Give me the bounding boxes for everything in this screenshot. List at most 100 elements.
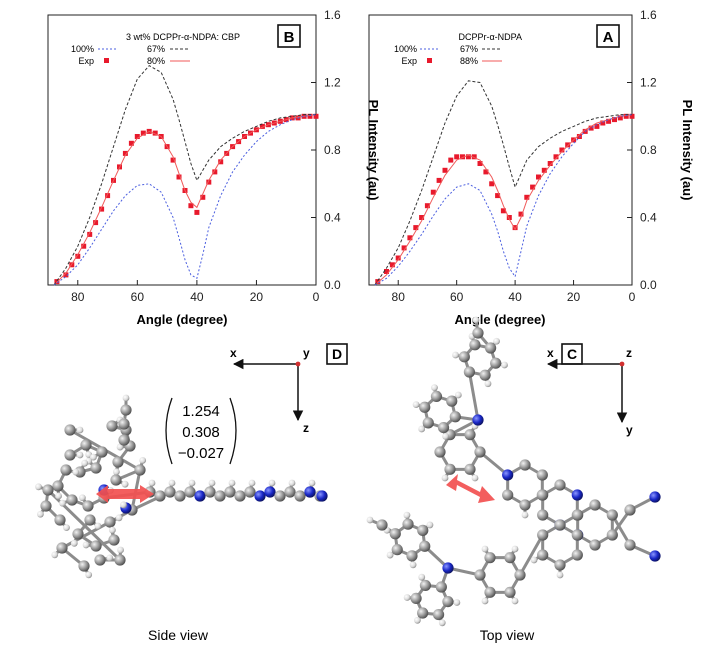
- panel-a-exp-point: [401, 245, 407, 251]
- panel-d-hydrogen-atom: [76, 426, 84, 434]
- panel-b-exp-point: [105, 193, 111, 199]
- panel-d-hydrogen-atom: [288, 479, 296, 487]
- panel-d-vector-z: −0.027: [178, 445, 224, 462]
- panel-d-hydrogen-atom: [139, 456, 147, 464]
- panel-b-xtick-label: 20: [250, 290, 264, 304]
- panel-c-carbon-atom: [444, 463, 456, 475]
- panel-a-exp-point: [553, 154, 559, 160]
- panel-d-carbon-atom: [224, 486, 236, 498]
- panel-d-carbon-atom: [284, 486, 296, 498]
- panel-d-vector-paren-right: [229, 397, 237, 465]
- panel-b-exp-point: [212, 169, 218, 175]
- panel-c-carbon-atom: [474, 446, 486, 458]
- panel-d-hydrogen-atom: [78, 494, 86, 502]
- panel-c-hydrogen-atom: [530, 556, 538, 564]
- panel-c-bond: [518, 533, 545, 577]
- panel-c-carbon-atom: [442, 595, 454, 608]
- panel-d-hydrogen-atom: [55, 492, 62, 500]
- panel-c-carbon-atom: [484, 586, 496, 598]
- panel-b-exp-point: [206, 179, 212, 185]
- panel-c-carbon-atom: [571, 529, 583, 541]
- panel-c-nitrogen-atom: [649, 550, 661, 562]
- panel-d-carbon-atom: [174, 490, 186, 502]
- panel-b-xlabel: Angle (degree): [136, 312, 227, 327]
- panel-a-exp-point: [623, 113, 629, 119]
- panel-a-exp-point: [559, 147, 565, 153]
- panel-b-exp-point: [194, 209, 200, 215]
- panel-d-carbon-atom: [164, 486, 176, 498]
- panel-a-chart: 0.0 0.4 0.8 1.2 1.6 80 60 40 20 0 A DCPPr-α-NDPA …: [368, 8, 695, 327]
- panel-c-hydrogen-atom: [409, 561, 417, 569]
- panel-a-series-88pct-line: [374, 114, 633, 286]
- panel-a-ytick-label: 0.4: [640, 211, 657, 225]
- panel-d-carbon-atom: [244, 486, 256, 498]
- panel-d-hydrogen-atom: [122, 394, 130, 402]
- panel-a-exp-point: [612, 117, 617, 123]
- panel-b-series: [53, 64, 319, 286]
- panel-b-exp-point: [93, 220, 99, 226]
- panel-b-exp-point: [63, 272, 69, 278]
- panel-a-exp-point: [576, 134, 582, 139]
- panel-b-xtick-label: 0: [313, 290, 320, 304]
- panel-c-carbon-atom: [434, 446, 446, 458]
- panel-b-ytick-label: 0.0: [324, 278, 341, 292]
- panel-c-carbon-atom: [479, 369, 491, 381]
- panel-a-letter-box: [596, 24, 620, 48]
- panel-a-exp-point: [594, 123, 600, 129]
- panel-c-hydrogen-atom: [386, 551, 394, 559]
- panel-d-carbon-atom: [40, 500, 52, 512]
- panel-c-hydrogen-atom: [511, 597, 519, 605]
- panel-a-exp-point: [483, 169, 489, 175]
- panel-a-exp-point: [436, 177, 442, 183]
- panel-d-carbon-atom: [120, 404, 132, 416]
- panel-b-exp-point: [176, 174, 182, 180]
- panel-c-hydrogen-atom: [438, 619, 446, 627]
- panel-d-carbon-atom: [42, 484, 54, 496]
- panel-c-carbon-atom: [406, 550, 418, 562]
- panel-b-exp-point: [122, 150, 128, 156]
- panel-d-hydrogen-atom: [115, 514, 123, 522]
- panel-d-carbon-atom: [90, 462, 102, 474]
- panel-c-carbon-atom: [437, 422, 450, 434]
- panel-c-carbon-atom: [449, 411, 461, 423]
- panel-a-exp-point: [430, 189, 436, 195]
- panel-c-carbon-atom: [417, 607, 429, 619]
- panel-d-hydrogen-atom: [35, 483, 42, 491]
- panel-c-hydrogen-atom: [471, 474, 479, 482]
- panel-d-carbon-atom: [64, 424, 76, 436]
- panel-d-hydrogen-atom: [228, 479, 236, 487]
- panel-d-carbon-atom: [118, 418, 130, 430]
- panel-c-carbon-atom: [430, 390, 443, 402]
- panel-d-hydrogen-atom: [208, 479, 216, 487]
- panel-d-carbon-atom: [234, 490, 246, 502]
- panel-c-hydrogen-atom: [418, 425, 426, 433]
- panel-d-hydrogen-atom: [81, 459, 89, 467]
- panel-c-hydrogen-atom: [431, 384, 438, 392]
- panel-a-series-67pct-line: [374, 114, 633, 286]
- panel-c-nitrogen-atom: [442, 562, 454, 574]
- panel-c-carbon-atom: [490, 357, 502, 369]
- panel-a-exp-point: [524, 194, 530, 200]
- panel-d-hydrogen-atom: [106, 554, 114, 562]
- panel-a-exp-point: [495, 193, 501, 199]
- panel-d-origin: [295, 361, 301, 367]
- panel-a-exp-point: [518, 211, 524, 217]
- panel-c-carbon-atom: [422, 417, 434, 429]
- panel-a-exp-point: [375, 279, 381, 285]
- panel-c-carbon-atom: [469, 339, 481, 351]
- panel-a-xlabel: Angle (degree): [454, 312, 545, 327]
- panel-b-exp-point: [218, 159, 224, 165]
- panel-a-exp-point: [500, 208, 506, 214]
- panel-c-carbon-atom: [417, 524, 429, 536]
- panel-b-legend-title: 3 wt% DCPPr-α-NDPA: CBP: [126, 32, 240, 42]
- panel-a-exp-point: [389, 262, 395, 268]
- panel-a-exp-point: [465, 154, 471, 160]
- panel-d-nitrogen-atom: [304, 486, 316, 498]
- panel-b-ytick-label: 1.6: [324, 8, 341, 22]
- panel-d-carbon-atom: [96, 446, 108, 458]
- panel-c: C x z y Top view: [366, 316, 661, 643]
- panel-d-carbon-atom: [94, 554, 106, 566]
- panel-c-carbon-atom: [537, 549, 549, 561]
- panel-d-carbon-atom: [184, 486, 196, 498]
- panel-d-hydrogen-atom: [268, 479, 276, 487]
